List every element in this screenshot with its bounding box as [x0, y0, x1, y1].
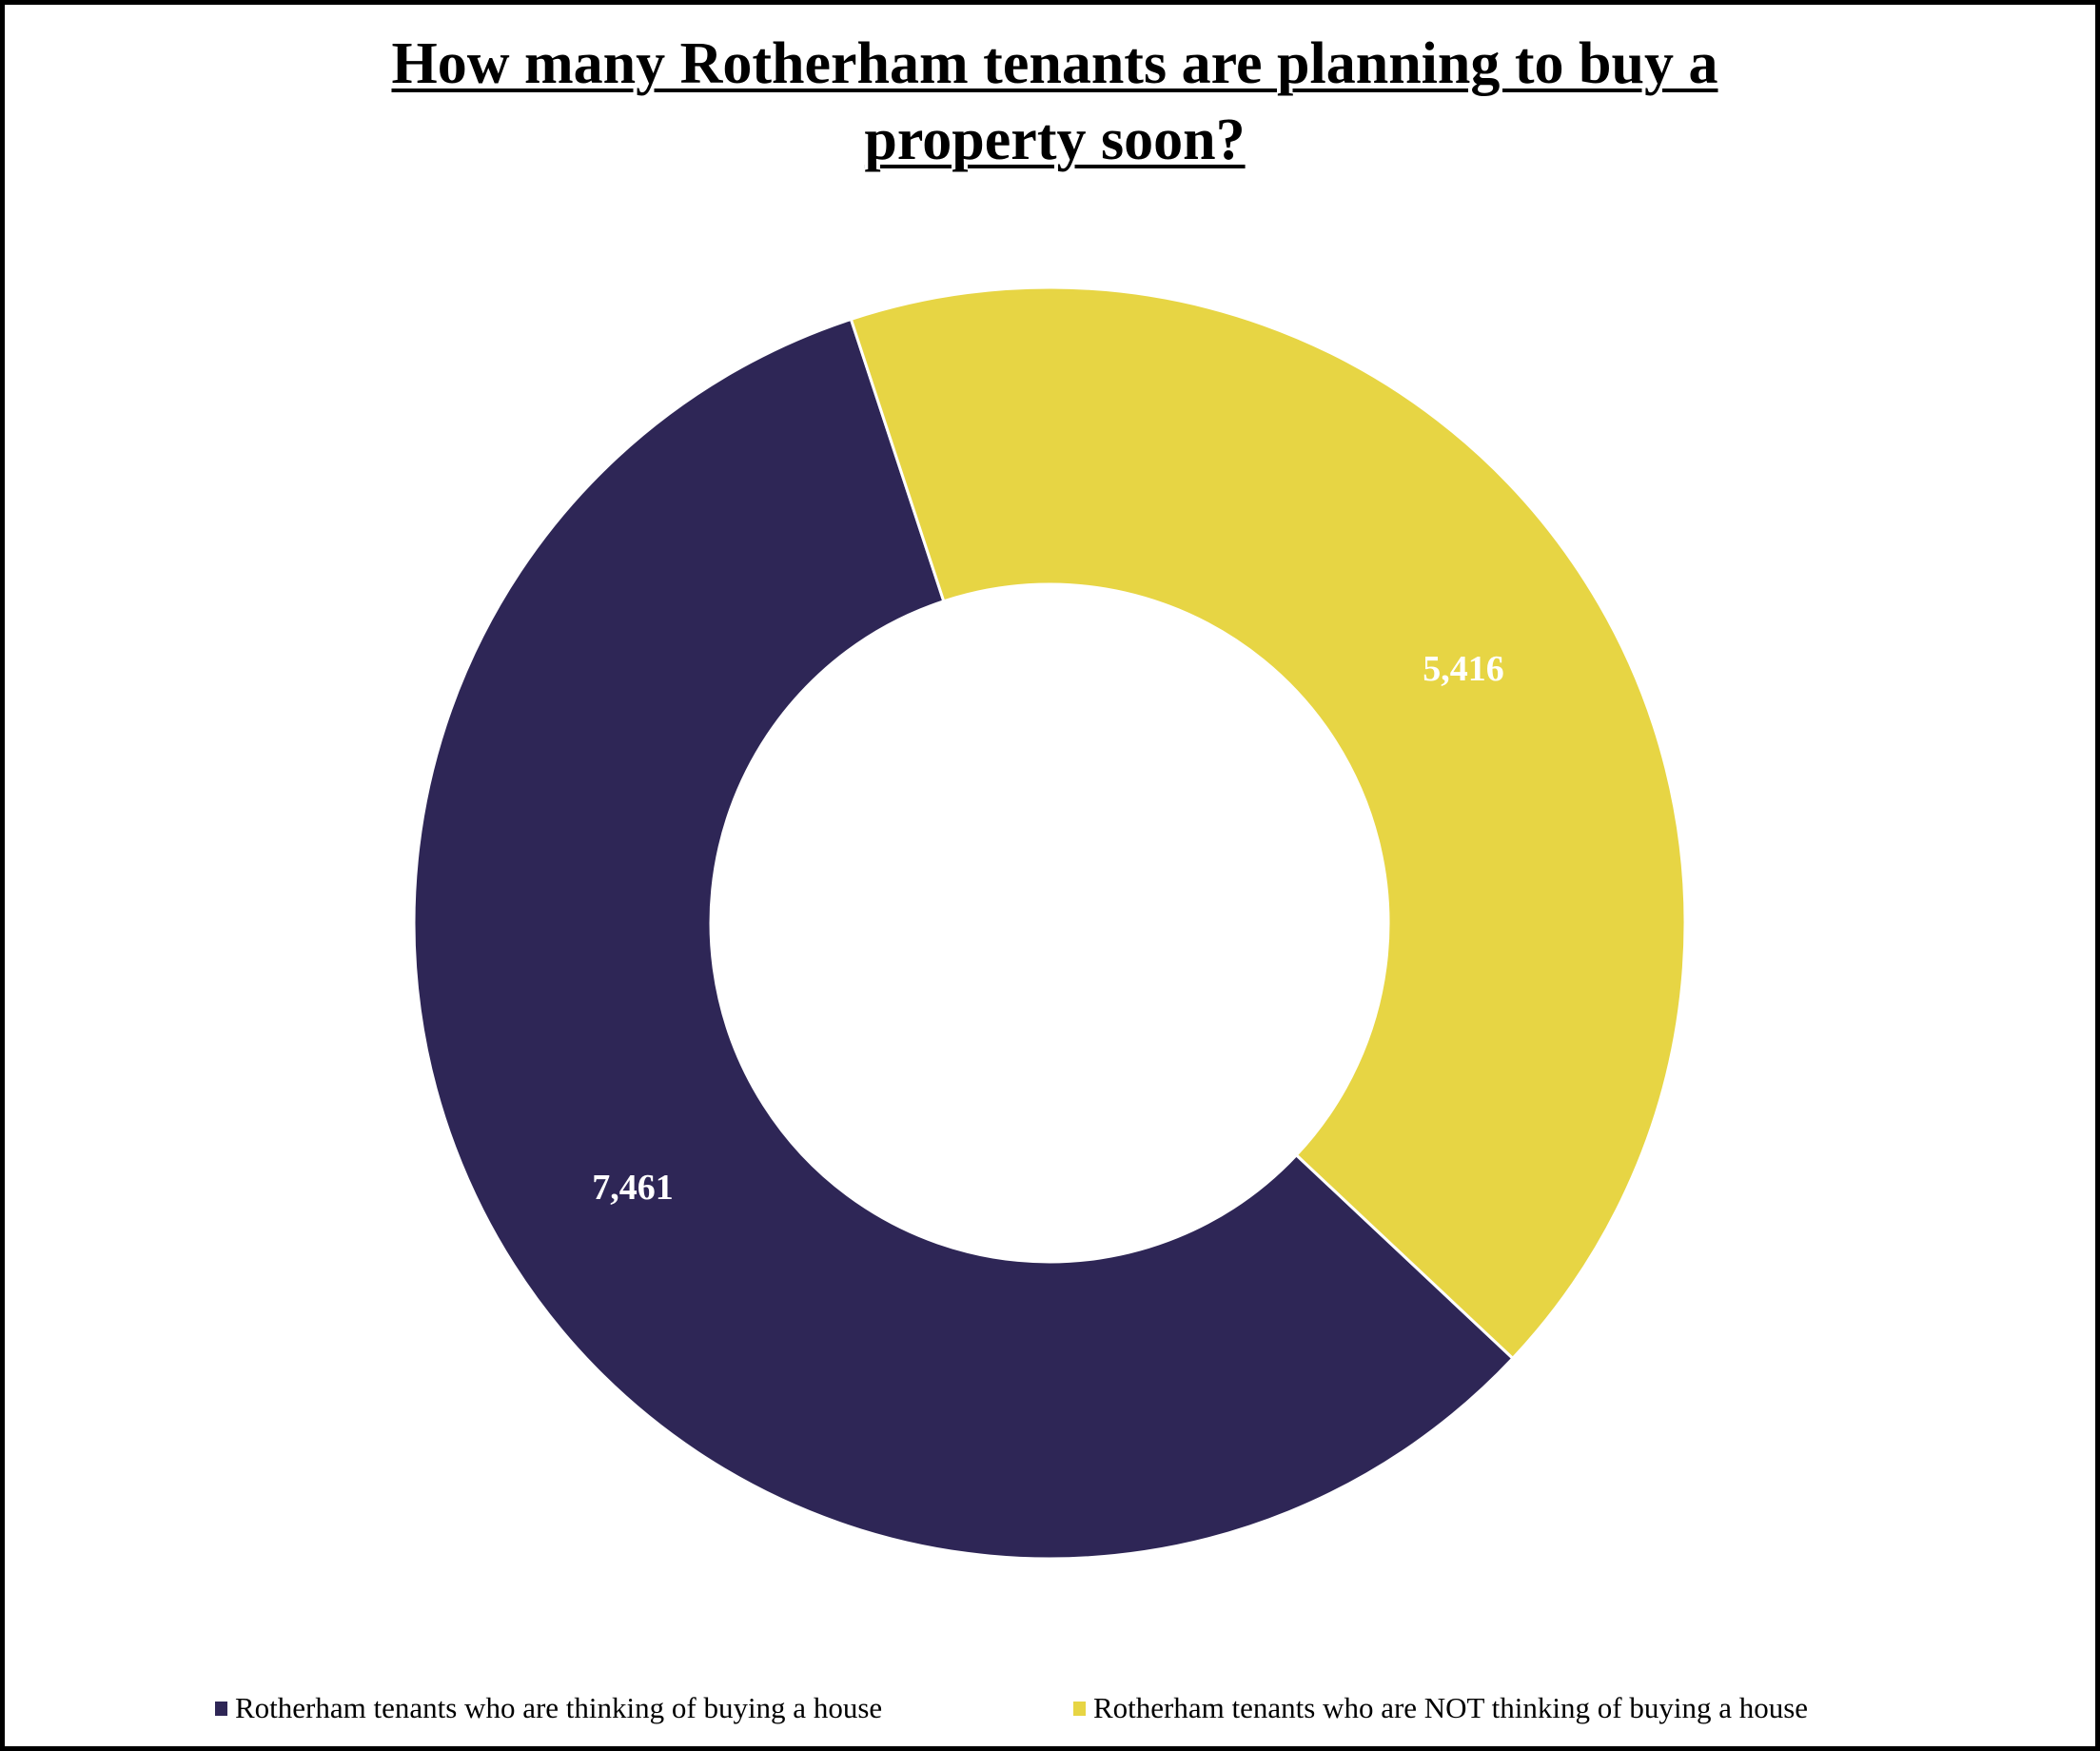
legend-swatch-buying: [215, 1701, 227, 1716]
legend-label-not-buying: Rotherham tenants who are NOT thinking o…: [1093, 1691, 1809, 1724]
donut-segment-not-buying[interactable]: [849, 285, 1687, 1361]
legend-label-buying: Rotherham tenants who are thinking of bu…: [235, 1691, 883, 1724]
legend-swatch-not-buying: [1073, 1701, 1086, 1716]
data-label-buying: 7,461: [592, 1168, 674, 1208]
chart-legend: Rotherham tenants who are thinking of bu…: [0, 1684, 2100, 1732]
data-label-not-buying: 5,416: [1423, 649, 1504, 689]
legend-item-buying[interactable]: Rotherham tenants who are thinking of bu…: [215, 1684, 882, 1732]
legend-item-not-buying[interactable]: Rotherham tenants who are NOT thinking o…: [1073, 1684, 1808, 1732]
chart-title: How many Rotherham tenants are planning …: [5, 26, 2100, 178]
chart-title-line-1: How many Rotherham tenants are planning …: [391, 31, 1718, 96]
donut-segment-buying[interactable]: [412, 317, 1515, 1561]
chart-title-line-2: property soon?: [864, 108, 1246, 172]
